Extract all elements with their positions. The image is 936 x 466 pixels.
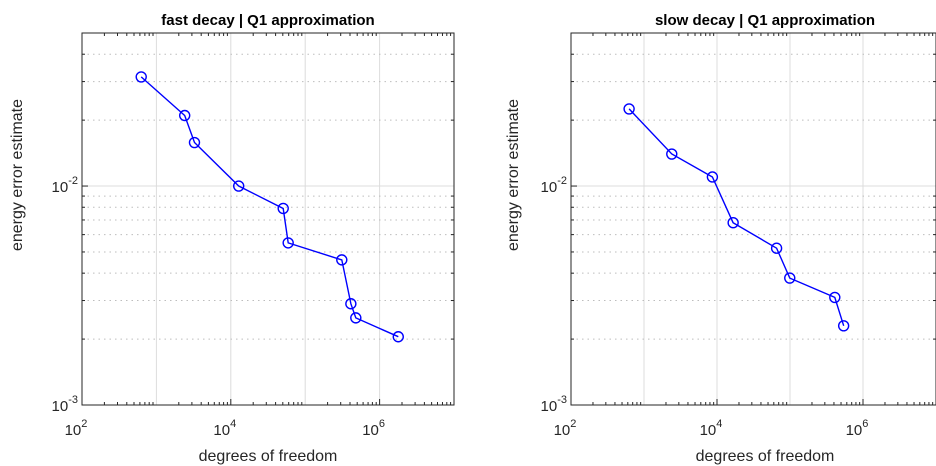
chart-title: fast decay | Q1 approximation xyxy=(161,12,374,29)
data-series xyxy=(623,103,850,332)
data-point xyxy=(188,136,201,149)
chart-panel-fast-decay: fast decay | Q1 approximation degrees of… xyxy=(9,12,455,465)
x-tick-label: 104 xyxy=(213,418,236,439)
x-tick-label: 102 xyxy=(554,418,577,439)
axes: 102 104 106 10-3 10-2 xyxy=(52,32,455,439)
data-point xyxy=(706,171,719,183)
grid xyxy=(82,33,454,405)
data-point xyxy=(336,254,348,266)
chart-panel-slow-decay: slow decay | Q1 approximation degrees of… xyxy=(505,12,936,465)
y-axis-label: energy error estimate xyxy=(505,99,522,251)
data-point xyxy=(829,291,841,304)
data-point xyxy=(784,272,796,284)
data-point xyxy=(623,103,635,115)
x-tick-label: 102 xyxy=(65,418,88,439)
x-axis-label: degrees of freedom xyxy=(696,448,835,465)
series-line xyxy=(140,76,399,338)
data-point xyxy=(392,331,404,343)
data-point xyxy=(350,312,362,324)
y-tick-label: 10-3 xyxy=(541,394,567,415)
data-point xyxy=(179,109,191,122)
data-point xyxy=(282,237,294,249)
data-point xyxy=(345,298,357,310)
data-point xyxy=(135,71,147,83)
axes-box xyxy=(570,32,936,406)
x-tick-label: 106 xyxy=(846,418,869,439)
grid xyxy=(571,33,936,405)
axes-box xyxy=(81,32,455,406)
x-tick-label: 104 xyxy=(700,418,723,439)
y-tick-label: 10-2 xyxy=(541,175,567,196)
x-tick-label: 106 xyxy=(362,418,385,439)
data-point xyxy=(277,202,289,215)
axes: 102 104 106 10-3 10-2 xyxy=(541,32,936,439)
series-line xyxy=(628,108,845,327)
data-point xyxy=(837,320,850,332)
data-point xyxy=(666,148,678,160)
chart-title: slow decay | Q1 approximation xyxy=(655,12,875,29)
data-point xyxy=(770,242,783,254)
y-tick-label: 10-3 xyxy=(52,394,78,415)
y-axis-label: energy error estimate xyxy=(9,99,26,251)
data-series xyxy=(135,71,404,343)
data-point xyxy=(232,180,245,192)
x-axis-label: degrees of freedom xyxy=(199,448,338,465)
y-tick-label: 10-2 xyxy=(52,175,78,196)
data-point xyxy=(727,217,739,229)
